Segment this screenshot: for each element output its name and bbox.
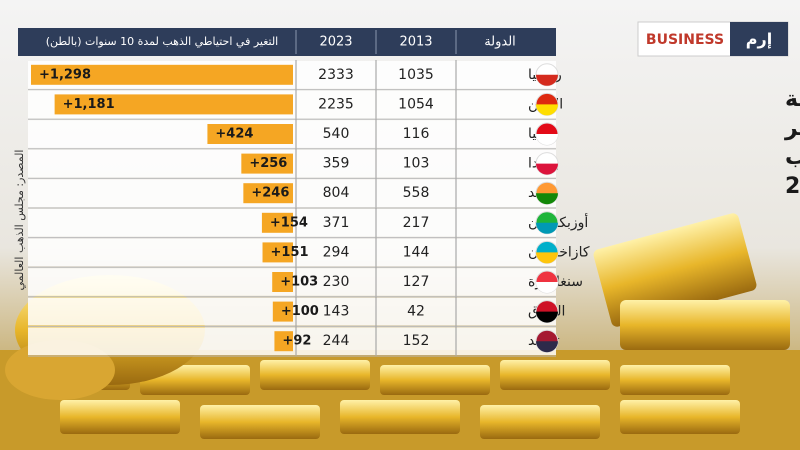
column-header: 2013 xyxy=(399,35,432,50)
column-header: 2023 xyxy=(319,35,352,50)
bar xyxy=(241,153,293,174)
flag xyxy=(536,163,558,175)
cell-value: 42 xyxy=(407,304,425,320)
value-label: +424 xyxy=(215,127,253,142)
title-line: العراق ضمن قائمة xyxy=(785,87,800,112)
cell-value: 804 xyxy=(323,185,350,201)
flag xyxy=(536,134,558,145)
table-header xyxy=(18,28,556,56)
value-label: +151 xyxy=(271,245,309,260)
cell-value: 371 xyxy=(323,215,350,231)
value-label: +256 xyxy=(249,156,287,171)
bar xyxy=(207,124,293,144)
cell-value: 116 xyxy=(403,126,430,142)
title-line: احتياطيات من الذهب xyxy=(785,145,800,170)
bar xyxy=(262,242,293,263)
value-label: +246 xyxy=(251,186,289,201)
flag xyxy=(536,104,558,116)
bar xyxy=(274,331,293,352)
logo: BUSINESS إرم xyxy=(637,21,789,57)
cell-value: 294 xyxy=(323,244,350,260)
flag xyxy=(536,282,558,293)
bar xyxy=(272,301,293,322)
cell-value: 217 xyxy=(403,215,430,231)
cell-value: 2333 xyxy=(318,67,354,83)
brand-name: BUSINESS xyxy=(646,32,724,48)
flag xyxy=(536,252,558,264)
flag xyxy=(536,74,558,86)
title-line: بين 2013-2023 xyxy=(785,174,800,199)
value-label: +103 xyxy=(280,275,318,290)
value-header: التغير في احتياطي الذهب لمدة 10 سنوات (ب… xyxy=(46,35,279,48)
cell-value: 143 xyxy=(323,304,350,320)
cell-value: 540 xyxy=(323,126,350,142)
flag xyxy=(536,341,558,353)
value-label: +154 xyxy=(270,215,308,230)
source: المصدر: مجلس الذهب العالمي xyxy=(13,150,26,291)
cell-value: 103 xyxy=(403,156,430,172)
cell-value: 152 xyxy=(403,333,430,349)
flag xyxy=(536,311,558,323)
cell-value: 244 xyxy=(323,333,350,349)
cell-value: 558 xyxy=(403,185,430,201)
title-line: الدول التي أضافت أكبر xyxy=(784,112,800,141)
flag xyxy=(536,193,558,205)
bar xyxy=(272,272,293,292)
value-label: +1,181 xyxy=(63,97,115,112)
brand-logo: إرم xyxy=(746,30,772,49)
flag xyxy=(536,222,558,234)
bar xyxy=(31,64,293,85)
value-label: +1,298 xyxy=(39,67,91,82)
cell-value: 1054 xyxy=(398,96,434,112)
cell-value: 127 xyxy=(403,274,430,290)
value-label: +92 xyxy=(282,334,311,349)
cell-value: 1035 xyxy=(398,67,434,83)
cell-value: 144 xyxy=(403,244,430,260)
value-label: +100 xyxy=(281,304,319,319)
bar xyxy=(54,94,293,115)
category-header: الدولة xyxy=(484,35,516,50)
cell-value: 2235 xyxy=(318,96,354,112)
cell-value: 230 xyxy=(323,274,350,290)
bar xyxy=(243,183,293,204)
cell-value: 359 xyxy=(323,156,350,172)
bar xyxy=(261,212,293,233)
